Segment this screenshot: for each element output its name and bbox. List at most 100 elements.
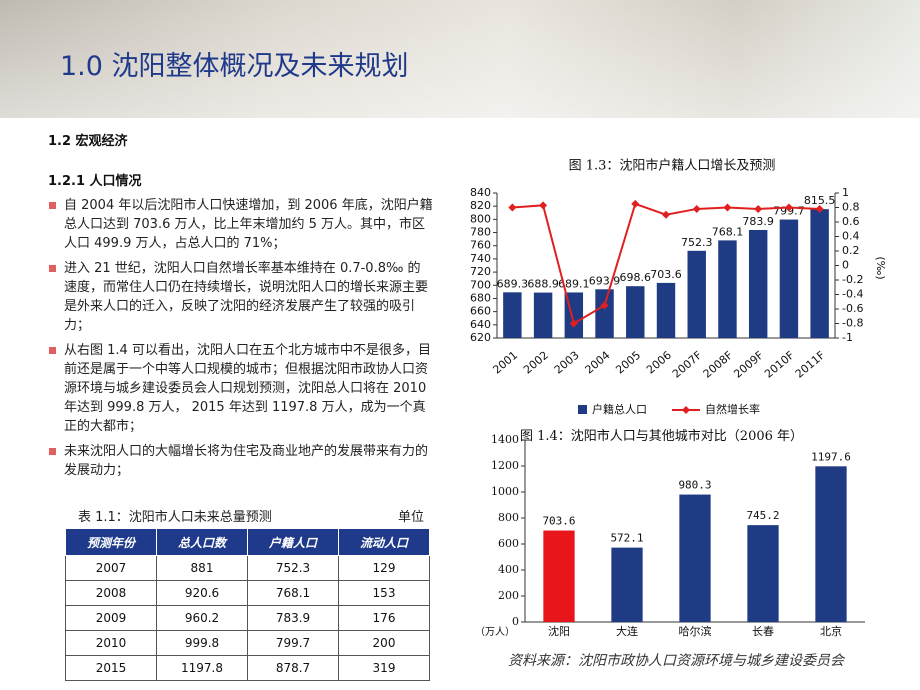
value-label: 703.6 <box>542 515 575 528</box>
y-tick-label: 820 <box>470 199 491 212</box>
bar <box>687 250 706 338</box>
y-tick-label: 1200 <box>491 459 519 472</box>
bullet: 进入 21 世纪，沈阳人口自然增长率基本维持在 0.7-0.8‰ 的速度，而常住… <box>48 259 433 335</box>
bar <box>748 229 768 338</box>
table-cell: 2010 <box>65 630 157 656</box>
x-tick-label: 2002 <box>521 349 551 377</box>
y-tick-label: 700 <box>470 278 491 291</box>
bullet: 从右图 1.4 可以看出，沈阳人口在五个北方城市中不是很多，目前还是属于一个中等… <box>48 341 433 436</box>
x-tick-label: 2001 <box>490 349 520 377</box>
x-tick-label: 北京 <box>820 624 842 638</box>
table-cell: 920.6 <box>156 580 248 606</box>
bar <box>626 286 645 338</box>
y2-tick-label: 0.8 <box>842 201 860 214</box>
bullet-list: 自 2004 年以后沈阳市人口快速增加，到 2006 年底，沈阳户籍总人口达到 … <box>48 196 433 486</box>
table-body: 2007 881 752.3 129 2008 920.6 768.1 153 2009 960.… <box>65 555 430 681</box>
x-tick-label: 2008F <box>701 349 736 381</box>
y-tick-label: 600 <box>498 537 519 550</box>
y-tick-label: 1400 <box>491 433 519 446</box>
y-tick-label: 800 <box>498 511 519 524</box>
line-marker <box>662 210 670 219</box>
value-label: 688.9 <box>527 278 559 291</box>
x-tick-label: 沈阳 <box>548 624 570 638</box>
bar <box>611 547 643 622</box>
bar <box>779 219 799 338</box>
table-cell: 999.8 <box>156 630 248 656</box>
value-label: 745.2 <box>746 509 779 522</box>
subsection-heading: 1.2.1 人口情况 <box>48 174 142 189</box>
y2-tick-label: 0 <box>842 259 849 272</box>
y-tick-label: 620 <box>470 331 491 344</box>
chart-title: 图 1.3：沈阳市户籍人口增长及预测 <box>569 158 776 174</box>
value-label: 693.9 <box>589 274 621 287</box>
table: 预测年份 总人口数 户籍人口 流动人口 2007 881 752.3 129 2008 920.6… <box>65 528 430 681</box>
y2-tick-label: 0.4 <box>842 230 860 243</box>
bar <box>543 530 575 622</box>
y-tick-label: 720 <box>470 265 491 278</box>
table-caption: 表 1.1：沈阳市人口未来总量预测 <box>78 510 272 525</box>
y-tick-label: 640 <box>470 318 491 331</box>
table-cell: 200 <box>338 630 430 656</box>
table-cell: 783.9 <box>247 605 339 631</box>
bar <box>679 494 711 622</box>
y2-tick-label: 1 <box>842 186 849 199</box>
bar <box>533 292 553 338</box>
table-cell: 1197.8 <box>156 655 248 681</box>
table-cell: 799.7 <box>247 630 339 656</box>
bar <box>595 289 614 338</box>
value-label: 703.6 <box>650 268 682 281</box>
line-marker <box>539 201 548 210</box>
legend-swatch <box>578 405 587 414</box>
bar <box>656 282 676 338</box>
column-header: 户籍人口 <box>247 528 339 556</box>
y2-tick-label: -0.2 <box>842 273 863 286</box>
table-row: 2007 881 752.3 129 <box>65 555 430 581</box>
bullet: 自 2004 年以后沈阳市人口快速增加，到 2006 年底，沈阳户籍总人口达到 … <box>48 196 433 253</box>
value-label: 689.1 <box>558 277 590 290</box>
table-cell: 768.1 <box>247 580 339 606</box>
bar <box>810 209 829 338</box>
y2-tick-label: -1 <box>842 331 853 344</box>
line-marker <box>600 301 609 310</box>
y-tick-label: 400 <box>498 563 519 576</box>
line-marker <box>508 203 517 212</box>
value-label: 1197.6 <box>811 450 851 463</box>
bar <box>503 292 522 338</box>
table-cell: 752.3 <box>247 555 339 581</box>
x-tick-label: 2007F <box>670 349 705 381</box>
x-tick-label: 2009F <box>731 349 766 381</box>
line-marker <box>754 204 763 213</box>
x-tick-label: 2011F <box>793 349 828 381</box>
line-marker <box>723 203 732 212</box>
table-cell: 960.2 <box>156 605 248 631</box>
x-tick-label: 2010F <box>762 349 797 381</box>
y2-tick-label: 0.6 <box>842 215 860 228</box>
y-tick-label: 0 <box>512 615 519 628</box>
banner-shade <box>0 0 920 118</box>
table-row: 2009 960.2 783.9 176 <box>65 605 430 631</box>
chart-title: 图 1.4：沈阳市人口与其他城市对比（2006 年） <box>520 429 804 444</box>
y2-tick-label: 0.2 <box>842 244 860 257</box>
x-tick-label: 大连 <box>616 624 638 638</box>
table-unit: 单位 <box>398 510 425 525</box>
line-marker <box>569 319 578 328</box>
bar <box>815 466 847 622</box>
value-label: 698.6 <box>620 271 652 284</box>
column-header: 总人口数 <box>156 528 248 556</box>
y2-tick-label: -0.8 <box>842 317 863 330</box>
value-label: 980.3 <box>678 479 711 492</box>
bar <box>718 240 737 338</box>
value-label: 689.3 <box>497 277 529 290</box>
page-title: 1.0 沈阳整体概况及未来规划 <box>60 51 409 82</box>
x-tick-label: 2003 <box>552 349 582 377</box>
line-marker <box>692 204 701 213</box>
y-tick-label: 740 <box>470 252 491 265</box>
y-tick-label: 780 <box>470 226 491 239</box>
value-label: 752.3 <box>681 236 713 249</box>
value-label: 768.1 <box>712 225 744 238</box>
legend-label: 户籍总人口 <box>592 402 647 416</box>
table-cell: 2015 <box>65 655 157 681</box>
legend-swatch <box>682 406 690 414</box>
